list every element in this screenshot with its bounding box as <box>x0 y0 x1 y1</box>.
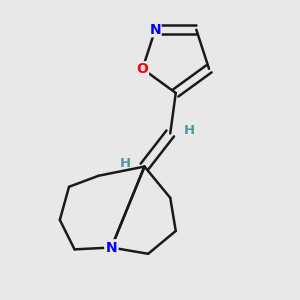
Text: N: N <box>106 241 117 254</box>
Text: H: H <box>120 157 131 170</box>
Text: H: H <box>184 124 195 137</box>
Text: O: O <box>136 62 148 76</box>
Text: N: N <box>149 23 161 37</box>
